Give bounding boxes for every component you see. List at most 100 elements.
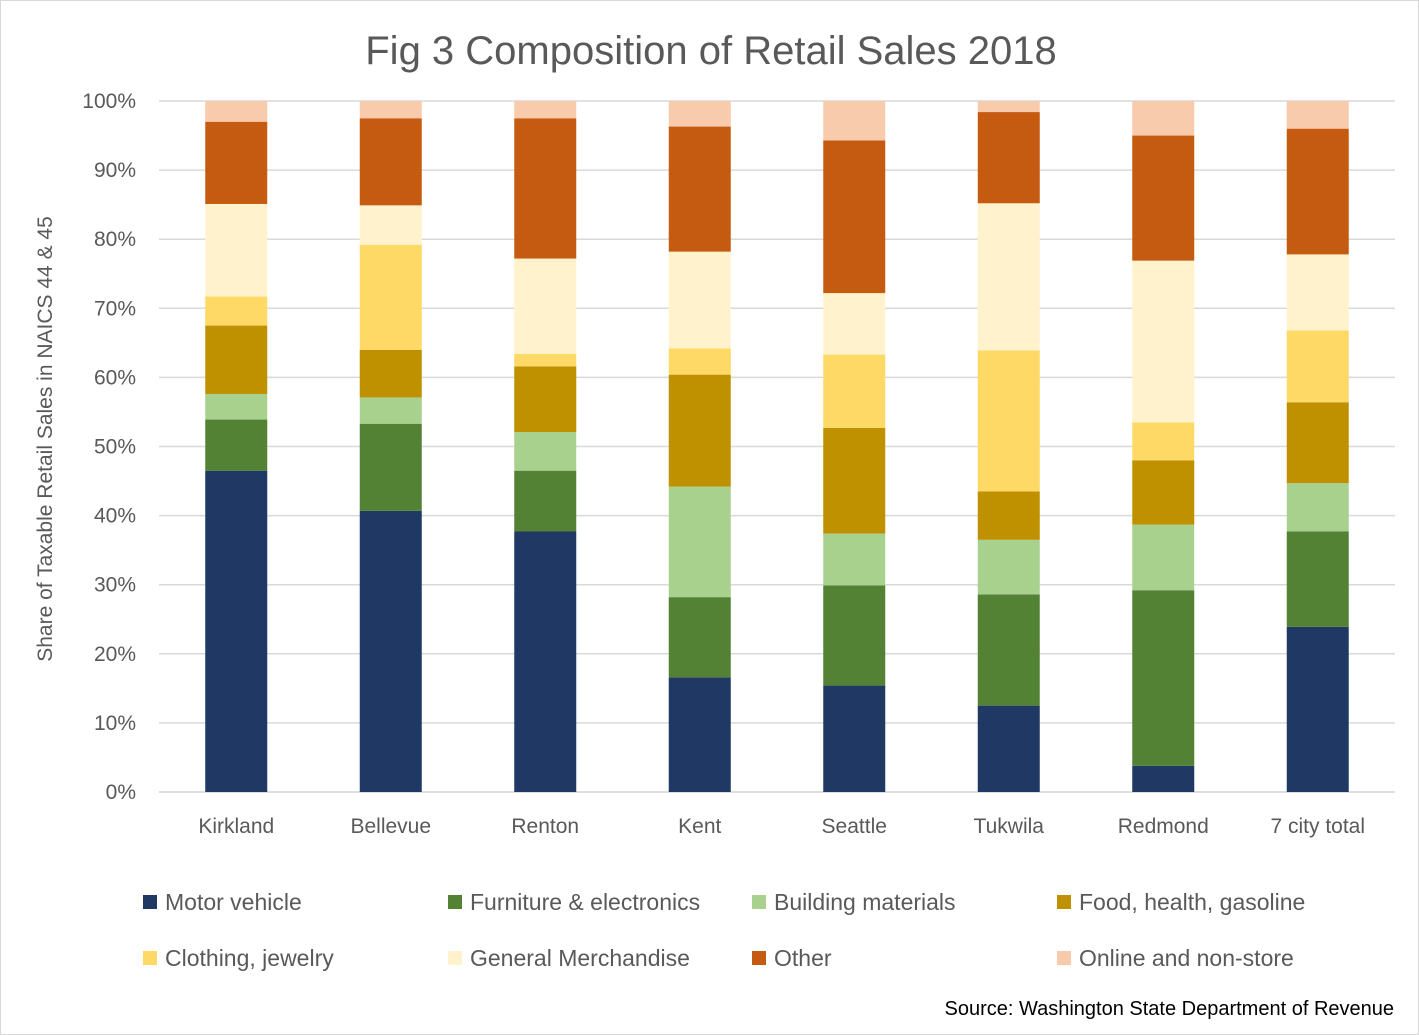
- bar-segment: [823, 140, 886, 294]
- bar-segment: [205, 393, 268, 420]
- bar-segment: [977, 101, 1040, 113]
- bar-segment: [823, 354, 886, 428]
- x-tick-label: Kent: [678, 815, 721, 838]
- bar-segment: [205, 101, 268, 122]
- bar-segment: [668, 126, 731, 252]
- bar-stack: [1286, 101, 1349, 792]
- legend-swatch: [1057, 895, 1071, 909]
- bar-segment: [977, 112, 1040, 204]
- legend-item: Clothing, jewelry: [143, 945, 334, 971]
- legend-label: Other: [774, 945, 832, 971]
- bar-segment: [514, 431, 577, 471]
- bar-segment: [977, 203, 1040, 351]
- legend: Motor vehicle Furniture & electronics Buil…: [143, 889, 1305, 971]
- x-tick-label: Bellevue: [350, 815, 431, 838]
- legend-label: Food, health, gasoline: [1079, 889, 1305, 915]
- bar-segment: [359, 118, 422, 206]
- legend-label: Clothing, jewelry: [165, 945, 334, 971]
- x-tick-label: Redmond: [1118, 815, 1209, 838]
- y-tick-label: 20%: [94, 643, 136, 666]
- bar-segment: [1132, 101, 1195, 136]
- bar-segment: [668, 251, 731, 349]
- bar-segment: [977, 705, 1040, 792]
- bar-segment: [359, 510, 422, 792]
- legend-swatch: [752, 951, 766, 965]
- x-tick-label: 7 city total: [1270, 815, 1365, 838]
- x-tick-label: Tukwila: [974, 815, 1045, 838]
- legend-item: Other: [752, 945, 832, 971]
- x-tick-label: Seattle: [822, 815, 887, 838]
- legend-item: Building materials: [752, 889, 956, 915]
- legend-swatch: [143, 951, 157, 965]
- bar-segment: [1132, 590, 1195, 766]
- y-tick-label: 30%: [94, 574, 136, 597]
- bar-segment: [1132, 135, 1195, 261]
- bar-segment: [1286, 626, 1349, 792]
- bar-segment: [668, 374, 731, 487]
- bar-segment: [514, 531, 577, 792]
- bar-segment: [1132, 260, 1195, 423]
- bar-stack: [205, 101, 268, 792]
- legend-label: Furniture & electronics: [470, 889, 700, 915]
- bar-stack: [668, 101, 731, 792]
- bar-segment: [514, 366, 577, 432]
- legend-label: General Merchandise: [470, 945, 690, 971]
- bar-segment: [977, 539, 1040, 595]
- bar-segment: [668, 486, 731, 598]
- source-note: Source: Washington State Department of R…: [944, 998, 1394, 1020]
- legend-item: Motor vehicle: [143, 889, 302, 915]
- bar-segment: [514, 353, 577, 367]
- legend-swatch: [448, 895, 462, 909]
- bar-segment: [1132, 524, 1195, 591]
- legend-swatch: [143, 895, 157, 909]
- y-tick-label: 80%: [94, 228, 136, 251]
- legend-label: Online and non-store: [1079, 945, 1294, 971]
- bar-segment: [1286, 254, 1349, 331]
- bar-segment: [823, 585, 886, 686]
- bar-segment: [359, 244, 422, 350]
- x-axis-ticks: Kirkland Bellevue Renton Kent Seattle Tukwila…: [198, 815, 1365, 838]
- legend-item: Furniture & electronics: [448, 889, 700, 915]
- bar-stack: [1132, 101, 1195, 792]
- bar-segment: [668, 597, 731, 678]
- legend-item: General Merchandise: [448, 945, 690, 971]
- y-tick-label: 50%: [94, 436, 136, 459]
- legend-swatch: [1057, 951, 1071, 965]
- legend-item: Online and non-store: [1057, 945, 1294, 971]
- legend-item: Food, health, gasoline: [1057, 889, 1305, 915]
- y-tick-label: 100%: [82, 90, 136, 113]
- y-tick-label: 90%: [94, 159, 136, 182]
- bar-segment: [977, 350, 1040, 492]
- bar-segment: [1132, 765, 1195, 792]
- bar-segment: [823, 101, 886, 141]
- bar-segment: [514, 101, 577, 119]
- bar-segment: [205, 419, 268, 471]
- bar-segment: [823, 293, 886, 355]
- bar-segment: [359, 397, 422, 424]
- bar-segment: [977, 594, 1040, 706]
- legend-swatch: [448, 951, 462, 965]
- bar-stack: [359, 101, 422, 792]
- bar-segment: [1286, 128, 1349, 255]
- y-tick-label: 70%: [94, 297, 136, 320]
- x-tick-label: Kirkland: [198, 815, 274, 838]
- bar-segment: [668, 101, 731, 127]
- bar-segment: [359, 101, 422, 119]
- bar-segment: [1286, 330, 1349, 403]
- y-tick-label: 40%: [94, 505, 136, 528]
- legend-label: Building materials: [774, 889, 956, 915]
- bar-segment: [1132, 422, 1195, 461]
- bar-segment: [514, 258, 577, 354]
- chart-title: Fig 3 Composition of Retail Sales 2018: [365, 29, 1056, 73]
- y-tick-label: 0%: [106, 781, 136, 804]
- bar-segment: [205, 325, 268, 394]
- bar-segment: [668, 348, 731, 375]
- y-tick-label: 10%: [94, 712, 136, 735]
- gridlines: [159, 100, 1395, 793]
- bar-segment: [668, 677, 731, 792]
- bar-segment: [1132, 460, 1195, 525]
- bar-segment: [1286, 101, 1349, 129]
- legend-label: Motor vehicle: [165, 889, 302, 915]
- bar-segment: [1286, 483, 1349, 532]
